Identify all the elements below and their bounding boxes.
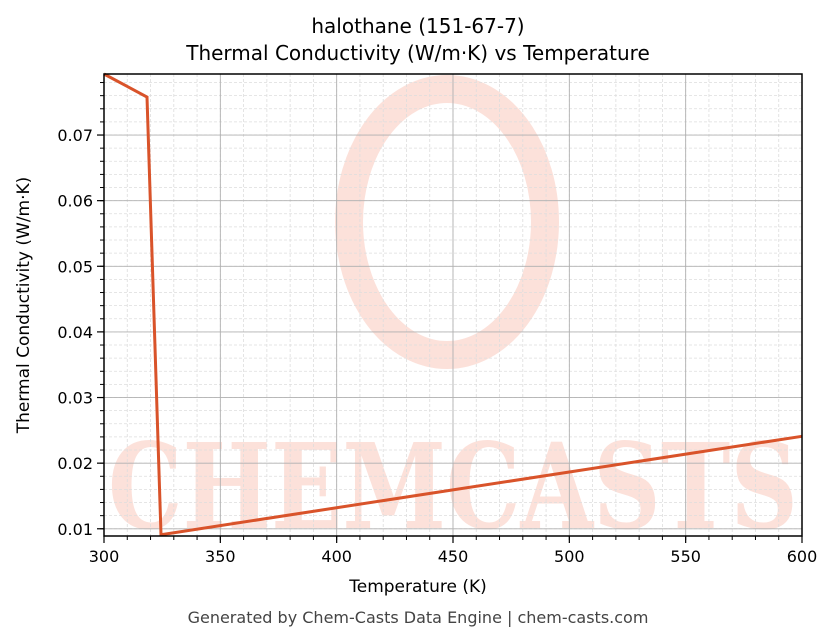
x-axis: 300 350 400 450 500 550 600 xyxy=(89,536,818,566)
x-tick-label: 500 xyxy=(554,547,585,566)
x-tick-label: 550 xyxy=(670,547,701,566)
y-tick-label: 0.01 xyxy=(57,520,93,539)
x-tick-label: 300 xyxy=(89,547,120,566)
x-tick-label: 450 xyxy=(438,547,469,566)
y-tick-label: 0.02 xyxy=(57,454,93,473)
series-line xyxy=(103,72,803,537)
watermark-ring xyxy=(335,75,559,369)
x-tick-label: 400 xyxy=(321,547,352,566)
x-axis-label: Temperature (K) xyxy=(349,577,487,597)
y-tick-label: 0.07 xyxy=(57,126,93,145)
y-tick-label: 0.03 xyxy=(57,389,93,408)
y-tick-label: 0.06 xyxy=(57,192,93,211)
data-series-line xyxy=(103,72,803,537)
chart-title-line2: Thermal Conductivity (W/m·K) vs Temperat… xyxy=(186,41,650,65)
x-tick-label: 350 xyxy=(205,547,236,566)
chart-title-line1: halothane (151-67-7) xyxy=(311,14,525,38)
footer-credit: Generated by Chem-Casts Data Engine | ch… xyxy=(187,608,649,627)
x-tick-label: 600 xyxy=(787,547,818,566)
y-axis-label: Thermal Conductivity (W/m·K) xyxy=(14,176,34,434)
y-axis: 0.01 0.02 0.03 0.04 0.05 0.06 0.07 xyxy=(57,82,104,539)
y-tick-label: 0.05 xyxy=(57,257,93,276)
y-tick-label: 0.04 xyxy=(57,323,93,342)
